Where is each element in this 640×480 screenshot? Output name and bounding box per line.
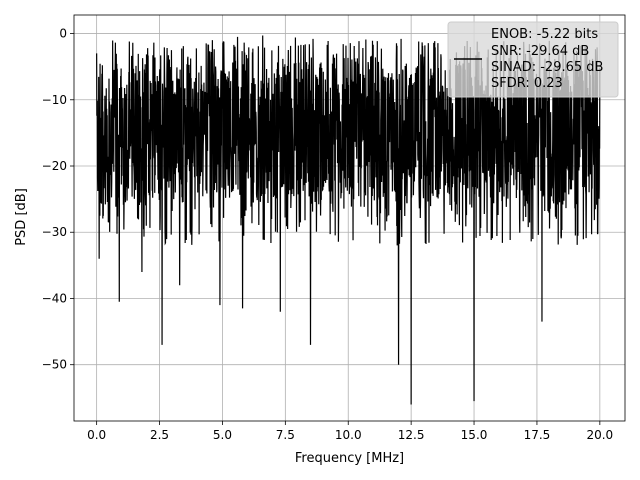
- x-tick-label: 10.0: [335, 428, 362, 442]
- x-tick-label: 7.5: [276, 428, 295, 442]
- legend-line-snr: SNR: -29.64 dB: [491, 44, 589, 59]
- y-tick-label: −10: [42, 93, 67, 107]
- legend-line-sinad: SINAD: -29.65 dB: [491, 60, 603, 75]
- x-tick-label: 2.5: [150, 428, 169, 442]
- axes-frame: [73, 14, 626, 422]
- x-tick-label: 5.0: [213, 428, 232, 442]
- legend-line-sfdr: SFDR: 0.23: [491, 76, 563, 91]
- plot-area: [96, 35, 601, 405]
- legend: ENOB: -5.22 bits SNR: -29.64 dB SINAD: -…: [447, 21, 619, 98]
- y-tick-label: −20: [42, 159, 67, 173]
- psd-series-line: [96, 35, 601, 405]
- x-tick-label: 15.0: [461, 428, 488, 442]
- x-axis-label: Frequency [MHz]: [295, 451, 404, 466]
- y-tick-label: −40: [42, 291, 67, 305]
- y-axis-label: PSD [dB]: [14, 188, 29, 246]
- axes-border: [73, 14, 626, 422]
- y-tick-label: −30: [42, 225, 67, 239]
- x-tick-label: 20.0: [586, 428, 613, 442]
- x-tick-label: 17.5: [524, 428, 551, 442]
- y-tick-label: 0: [59, 27, 67, 41]
- ticks: 0.0 2.5 5.0 7.5 10.0 12.5 15.0 17.5 20.0 0 −10 −20 −…: [42, 27, 614, 442]
- legend-box: [447, 21, 619, 98]
- x-tick-label: 0.0: [87, 428, 106, 442]
- legend-line-enob: ENOB: -5.22 bits: [491, 27, 598, 42]
- y-tick-label: −50: [42, 358, 67, 372]
- x-tick-label: 12.5: [398, 428, 425, 442]
